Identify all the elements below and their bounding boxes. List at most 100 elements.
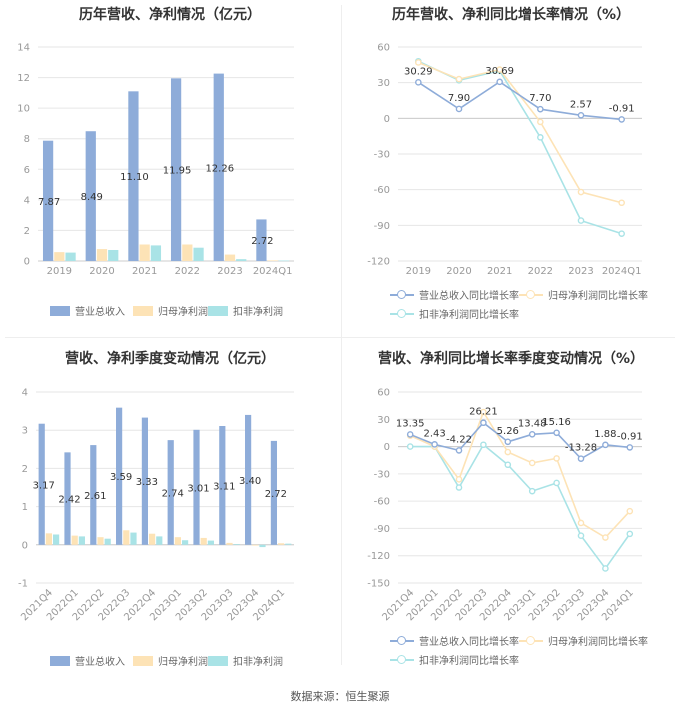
- bar-net-profit: [54, 252, 65, 261]
- chart-title: 历年营收、净利同比增长率情况（%）: [391, 7, 631, 23]
- bar-deducted-profit: [285, 543, 292, 545]
- legend-deducted-profit[interactable]: 扣非净利润: [208, 303, 283, 318]
- data-point: [577, 111, 585, 119]
- series-line-deducted-growth: [417, 60, 622, 235]
- data-label: -4.22: [446, 434, 472, 445]
- y-tick-label: 30: [377, 78, 390, 89]
- series-line-revenue-growth: [409, 421, 630, 460]
- data-point: [496, 78, 503, 86]
- bar-deducted-profit: [130, 532, 137, 545]
- data-point: [618, 230, 625, 237]
- bar-net-profit: [226, 542, 233, 545]
- y-tick-label: -1: [18, 579, 28, 590]
- x-tick-label: 2021: [132, 266, 157, 277]
- legend-revenue-growth[interactable]: 营业总收入同比增长率: [390, 633, 519, 648]
- y-tick-label: -60: [374, 185, 390, 196]
- legend-label: 扣非净利润: [233, 307, 283, 318]
- y-tick-label: 60: [377, 43, 390, 54]
- bar-net-profit: [139, 244, 150, 261]
- y-tick-label: 6: [24, 165, 30, 176]
- data-point: [431, 441, 438, 448]
- legend-swatch-net-growth: [519, 289, 543, 300]
- bar-deducted-profit: [181, 540, 189, 545]
- data-label: 26.21: [469, 407, 498, 418]
- legend-label: 扣非净利润: [233, 657, 283, 668]
- data-point: [455, 447, 463, 454]
- data-point: [528, 431, 536, 438]
- data-point: [415, 59, 422, 66]
- data-point: [504, 461, 512, 469]
- legend-swatch-net-growth: [519, 635, 543, 646]
- legend: 营业总收入同比增长率 归母净利润同比增长率 扣非净利润同比增长率: [342, 287, 680, 323]
- data-point: [626, 444, 634, 451]
- y-tick-label: 4: [22, 388, 28, 399]
- legend-label: 归母净利润同比增长率: [548, 637, 648, 648]
- y-tick-label: -90: [374, 524, 390, 535]
- data-label: 3.11: [213, 481, 235, 492]
- bar-revenue: [85, 131, 96, 261]
- legend-deducted-growth[interactable]: 扣非净利润同比增长率: [390, 306, 519, 321]
- quarterly-growth-panel: 营收、净利同比增长率季度变动情况（%） -150 -120 -90 -60 -30 0 30…: [342, 338, 680, 678]
- bar-net-profit: [149, 533, 156, 545]
- data-label: 7.70: [529, 93, 551, 104]
- x-tick-label: 2020: [446, 266, 471, 277]
- legend-revenue-growth[interactable]: 营业总收入同比增长率: [390, 287, 519, 302]
- legend-swatch-deducted: [208, 305, 228, 316]
- legend: 营业总收入同比增长率 归母净利润同比增长率 扣非净利润同比增长率: [342, 633, 680, 669]
- legend-net-profit-growth[interactable]: 归母净利润同比增长率: [519, 287, 648, 302]
- x-tick-label: 2023: [217, 266, 242, 277]
- legend-deducted-profit[interactable]: 扣非净利润: [208, 653, 283, 668]
- y-tick-label: 30: [377, 415, 390, 426]
- y-tick-label: 8: [24, 134, 30, 145]
- legend-label: 营业总收入: [75, 657, 125, 668]
- y-tick-label: 4: [24, 195, 30, 206]
- data-point: [602, 565, 609, 572]
- data-point: [618, 116, 625, 123]
- data-label: 8.49: [81, 192, 103, 203]
- data-label: 3.59: [110, 472, 132, 483]
- bar-revenue: [213, 73, 224, 262]
- legend-swatch-revenue: [50, 655, 70, 666]
- data-label: -0.91: [617, 431, 643, 442]
- bar-revenue: [128, 91, 139, 261]
- bar-revenue: [141, 417, 149, 545]
- bar-deducted-profit: [193, 247, 204, 261]
- vertical-divider: [341, 5, 342, 665]
- data-label: 3.33: [136, 477, 158, 488]
- data-label: 2.72: [265, 489, 287, 500]
- x-tick-label: 2022: [175, 266, 200, 277]
- bar-revenue: [219, 425, 226, 545]
- y-tick-label: 0: [22, 540, 28, 551]
- data-point: [577, 217, 585, 224]
- legend-swatch-deducted: [208, 655, 228, 666]
- data-point: [455, 476, 463, 483]
- data-point: [415, 79, 422, 86]
- data-label: 13.48: [518, 418, 547, 429]
- legend-net-profit-growth[interactable]: 归母净利润同比增长率: [519, 633, 648, 648]
- legend-revenue[interactable]: 营业总收入: [50, 653, 125, 668]
- data-label: 11.10: [120, 172, 149, 183]
- data-point: [480, 419, 487, 427]
- bar-net-profit: [123, 530, 130, 545]
- y-tick-label: -60: [374, 497, 390, 508]
- bar-deducted-profit: [65, 252, 76, 261]
- bar-deducted-profit: [108, 249, 119, 261]
- y-tick-label: 2: [22, 464, 28, 475]
- x-tick-label: 2019: [47, 266, 72, 277]
- data-label: 2.43: [423, 428, 445, 439]
- y-tick-label: -120: [367, 257, 390, 268]
- bar-revenue: [193, 429, 200, 545]
- bar-net-profit: [200, 537, 207, 545]
- y-tick-label: 1: [22, 502, 28, 513]
- bar-net-profit: [96, 249, 108, 261]
- legend-net-profit[interactable]: 归母净利润: [133, 653, 208, 668]
- data-label: -0.91: [609, 103, 635, 114]
- data-label: 15.16: [542, 417, 571, 428]
- legend-deducted-growth[interactable]: 扣非净利润同比增长率: [390, 652, 519, 667]
- legend-net-profit[interactable]: 归母净利润: [133, 303, 208, 318]
- bar-deducted-profit: [104, 538, 111, 545]
- bar-deducted-profit: [259, 544, 266, 548]
- data-source: 数据来源：恒生聚源: [290, 690, 390, 703]
- data-label: 11.95: [163, 166, 192, 177]
- legend-revenue[interactable]: 营业总收入: [50, 303, 125, 318]
